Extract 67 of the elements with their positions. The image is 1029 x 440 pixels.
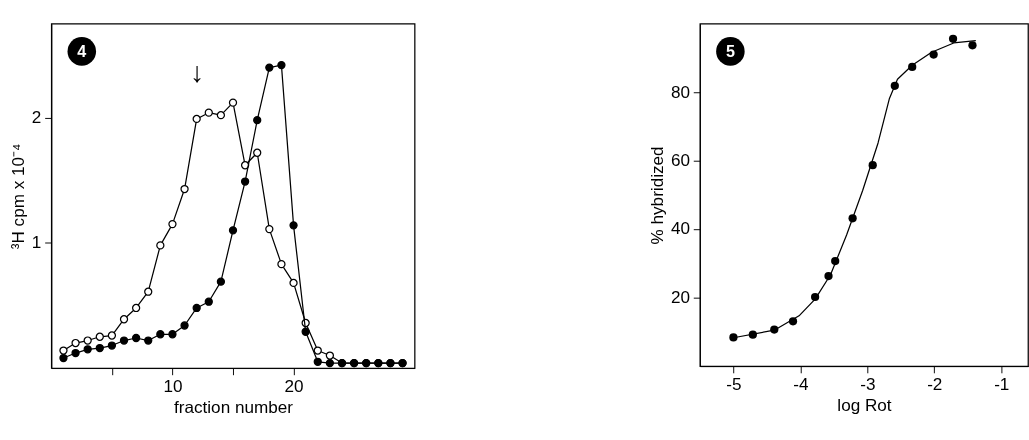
point: [192, 114, 201, 124]
y-tick-label: 20: [670, 287, 690, 307]
point: [156, 330, 165, 339]
point: [253, 148, 262, 157]
point: [313, 357, 322, 366]
point: [228, 226, 238, 235]
point: [265, 63, 274, 72]
point: [95, 343, 104, 353]
point: [277, 60, 286, 70]
point: [119, 315, 129, 324]
point: [325, 351, 335, 360]
point: [180, 184, 189, 194]
point: [131, 333, 141, 343]
point: [204, 108, 213, 117]
point: [216, 277, 226, 286]
point: [107, 341, 117, 350]
point: [228, 98, 238, 107]
point: [265, 224, 274, 234]
point: [289, 278, 298, 288]
point: [107, 331, 117, 340]
point: [289, 221, 298, 230]
x-tick-label: 20: [284, 377, 304, 397]
annotation: 5: [725, 42, 735, 61]
point: [253, 116, 262, 125]
point: [59, 353, 68, 363]
point: [277, 260, 286, 269]
x-axis-title: fraction number: [174, 398, 294, 418]
point: [325, 358, 335, 368]
x-axis-title: log Rot: [837, 396, 892, 416]
annotation: 4: [77, 42, 87, 61]
point: [119, 336, 129, 345]
y-tick-label: 60: [670, 150, 690, 170]
point: [968, 41, 977, 50]
point: [948, 34, 958, 43]
point: [192, 303, 201, 313]
point: [216, 111, 226, 120]
point: [168, 330, 177, 339]
point: [180, 321, 189, 330]
y-tick-label: 80: [670, 82, 690, 102]
point: [144, 336, 153, 345]
point: [95, 332, 104, 341]
y-tick-label: 40: [670, 219, 690, 239]
point: [71, 338, 80, 348]
point: [144, 287, 153, 296]
y-axis-title: % hybridized: [648, 146, 668, 245]
point: [204, 297, 213, 306]
point: [156, 241, 165, 250]
y-axis-title: ³H cpm x 10⁻⁴: [9, 143, 29, 250]
point: [59, 346, 68, 355]
point: [83, 345, 92, 354]
x-tick-label: 10: [163, 377, 183, 397]
point: [313, 346, 322, 355]
point: [168, 219, 177, 229]
annotation: ↓: [189, 55, 204, 88]
x-tick-label: -4: [793, 375, 809, 395]
x-tick-label: -2: [927, 375, 943, 395]
point: [301, 327, 310, 336]
y-tick-label: 2: [31, 107, 42, 127]
y-tick-label: 1: [31, 233, 42, 253]
point: [83, 336, 92, 345]
x-tick-label: -1: [994, 375, 1010, 395]
x-tick-label: -3: [860, 375, 876, 395]
x-tick-label: -5: [726, 375, 742, 395]
point: [240, 177, 250, 186]
point: [71, 348, 80, 358]
point: [131, 303, 141, 313]
point: [729, 333, 738, 342]
